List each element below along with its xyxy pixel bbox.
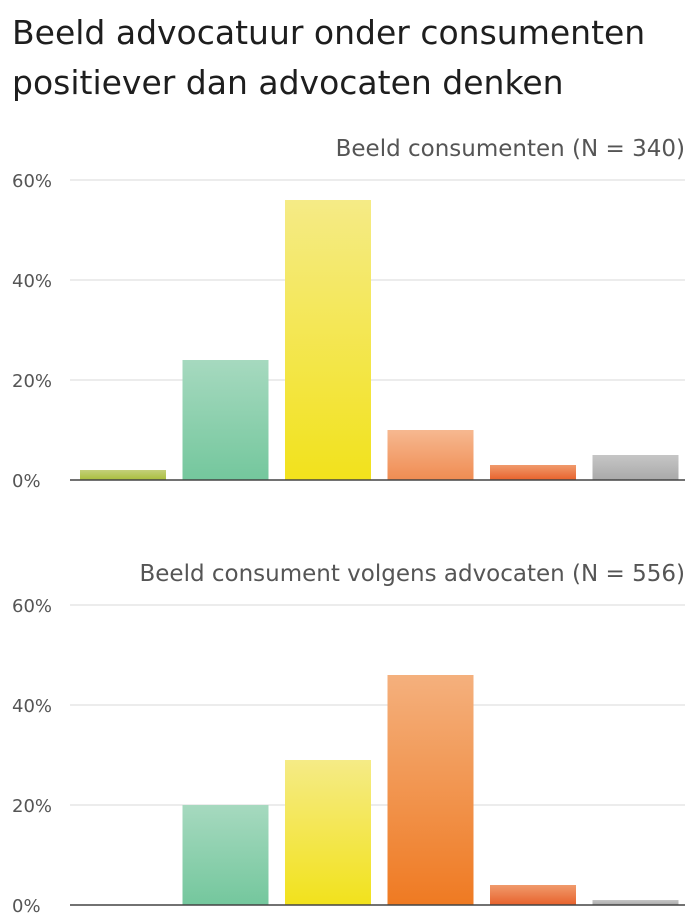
chart-advocaten: Beeld consument volgens advocaten (N = 5…	[12, 561, 685, 917]
y-tick-label: 20%	[12, 796, 52, 817]
bar	[490, 465, 576, 480]
bar	[182, 360, 269, 480]
bar	[387, 430, 474, 480]
chart-title: Beeld consument volgens advocaten (N = 5…	[139, 561, 685, 587]
bar	[490, 885, 576, 905]
y-tick-label: 0%	[12, 471, 41, 492]
bar	[182, 805, 269, 905]
main-title: Beeld advocatuur onder consumenten posit…	[12, 13, 646, 102]
chart-consumenten: Beeld consumenten (N = 340) 0% 20% 40% 60%	[12, 136, 685, 492]
y-tick-label: 40%	[12, 696, 52, 717]
y-tick-label: 40%	[12, 271, 52, 292]
bar	[285, 200, 371, 480]
y-tick-label: 0%	[12, 896, 41, 917]
bar	[80, 470, 166, 480]
bar	[592, 455, 679, 480]
bar	[387, 675, 474, 905]
bar	[285, 760, 371, 905]
y-tick-label: 20%	[12, 371, 52, 392]
chart-title: Beeld consumenten (N = 340)	[336, 136, 685, 162]
y-tick-label: 60%	[12, 596, 52, 617]
bar	[592, 900, 679, 905]
y-tick-label: 60%	[12, 171, 52, 192]
